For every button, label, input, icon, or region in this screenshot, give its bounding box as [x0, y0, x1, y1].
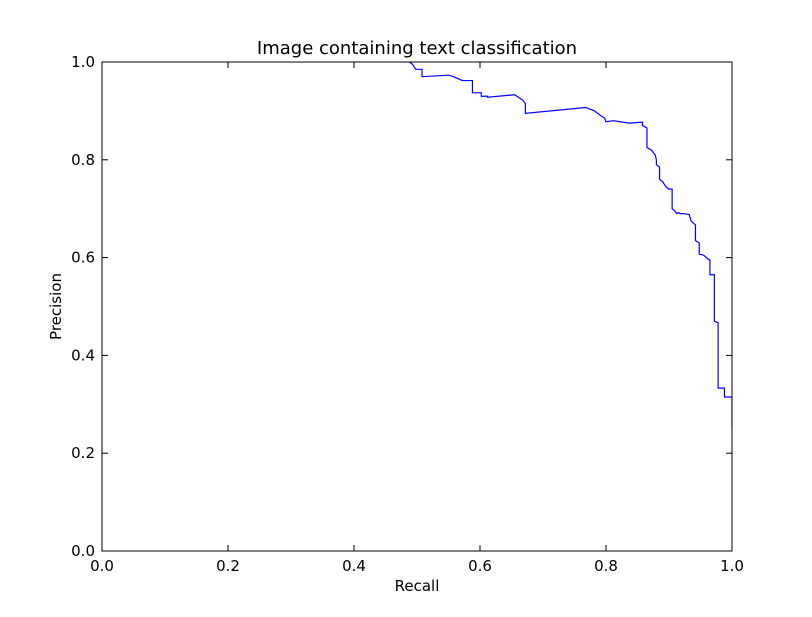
series-line-0 [409, 62, 732, 429]
y-tick-label: 0.0 [71, 542, 95, 560]
axes-frame [101, 61, 733, 552]
x-tick-label: 0.2 [216, 557, 240, 575]
y-tick-label: 0.8 [71, 151, 95, 169]
y-tick-label: 0.6 [71, 249, 95, 267]
chart-title: Image containing text classification [257, 38, 577, 59]
y-tick-label: 1.0 [71, 53, 95, 71]
axis-ticks: 0.0 0.2 0.4 0.6 0.8 1.0 0.0 0.2 0.4 0.6 0.8 1.0 [71, 53, 744, 575]
plot-area [409, 62, 732, 429]
x-tick-label: 0.6 [468, 557, 492, 575]
y-axis-label: Precision [47, 273, 65, 340]
x-axis-label: Recall [395, 577, 440, 595]
x-tick-label: 1.0 [720, 557, 744, 575]
x-tick-label: 0.0 [90, 557, 114, 575]
y-tick-label: 0.2 [71, 444, 95, 462]
y-tick-label: 0.4 [71, 346, 95, 364]
x-tick-label: 0.4 [342, 557, 366, 575]
x-tick-label: 0.8 [594, 557, 618, 575]
